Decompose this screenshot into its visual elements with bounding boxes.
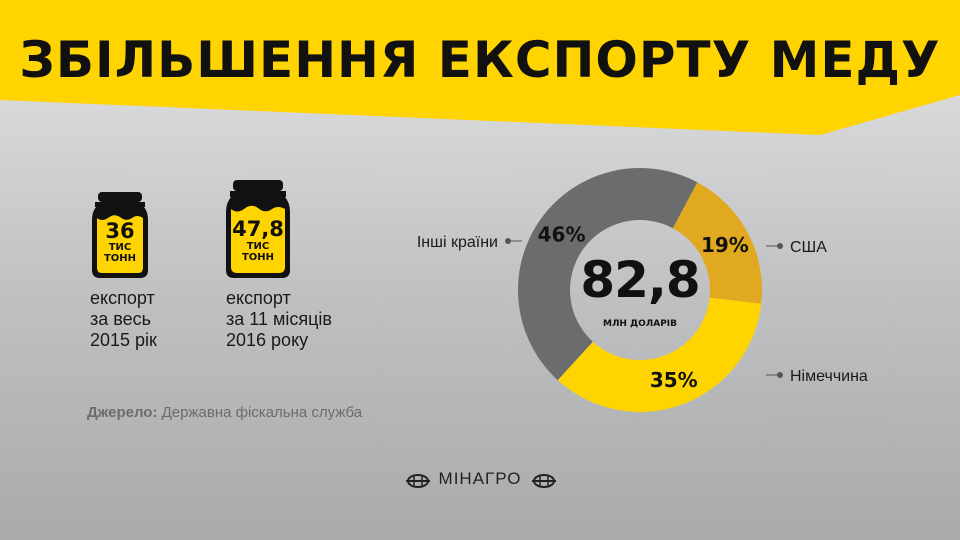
donut-slice-0 <box>672 182 762 304</box>
legend-dot <box>777 372 783 378</box>
slice-percent-label: 19% <box>701 233 749 257</box>
legend-dot <box>777 243 783 249</box>
jar-caption-2016: експорт за 11 місяців 2016 року <box>226 288 332 350</box>
jar-unit-line1: ТИС <box>108 242 132 253</box>
jar-unit-line2: ТОНН <box>241 252 275 263</box>
source-note: Джерело: Державна фіскальна служба <box>87 404 362 421</box>
jar-unit-line2: ТОНН <box>103 253 137 264</box>
jar-unit-line1: ТИС <box>246 241 270 252</box>
chart-total-value: 82,8 <box>580 251 700 309</box>
slice-percent-label: 35% <box>650 368 698 392</box>
header-banner <box>0 0 960 135</box>
page-title: ЗБІЛЬШЕННЯ ЕКСПОРТУ МЕДУ <box>19 31 941 89</box>
jar-2016: 47,8 ТИС ТОНН <box>224 178 292 280</box>
legend-label: Інші країни <box>417 234 498 251</box>
source-label: Джерело: <box>87 404 158 421</box>
source-text: Державна фіскальна служба <box>161 404 363 421</box>
legend-label: Німеччина <box>790 368 868 385</box>
honey-jar-icon <box>92 192 148 278</box>
legend-label: США <box>790 239 827 256</box>
honey-jar-icon <box>226 180 290 278</box>
jar-2015: 36 ТИС ТОНН <box>90 190 150 280</box>
donut-slice-2 <box>518 168 698 381</box>
chart-total-unit: МЛН ДОЛАРІВ <box>602 319 677 329</box>
slice-percent-label: 46% <box>538 223 586 247</box>
wheat-right-icon <box>532 474 556 488</box>
footer-brand: МІНАГРО <box>400 466 560 496</box>
donut-slice-1 <box>557 297 762 412</box>
jar-value: 47,8 <box>232 217 284 241</box>
legend-dot <box>505 238 511 244</box>
footer-brand-text: МІНАГРО <box>438 469 522 488</box>
jar-value: 36 <box>105 219 135 243</box>
wheat-left-icon <box>406 474 430 488</box>
jar-caption-2015: експорт за весь 2015 рік <box>90 288 157 350</box>
